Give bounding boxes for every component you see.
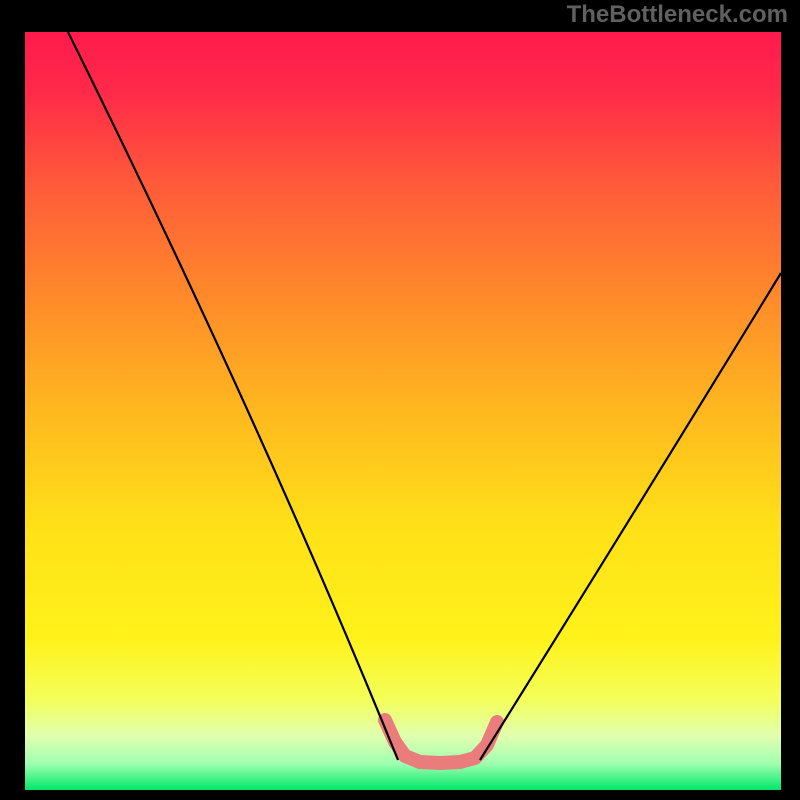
watermark-text: TheBottleneck.com — [567, 1, 788, 29]
gradient-background — [25, 32, 781, 790]
bottleneck-chart: TheBottleneck.com — [0, 0, 800, 800]
